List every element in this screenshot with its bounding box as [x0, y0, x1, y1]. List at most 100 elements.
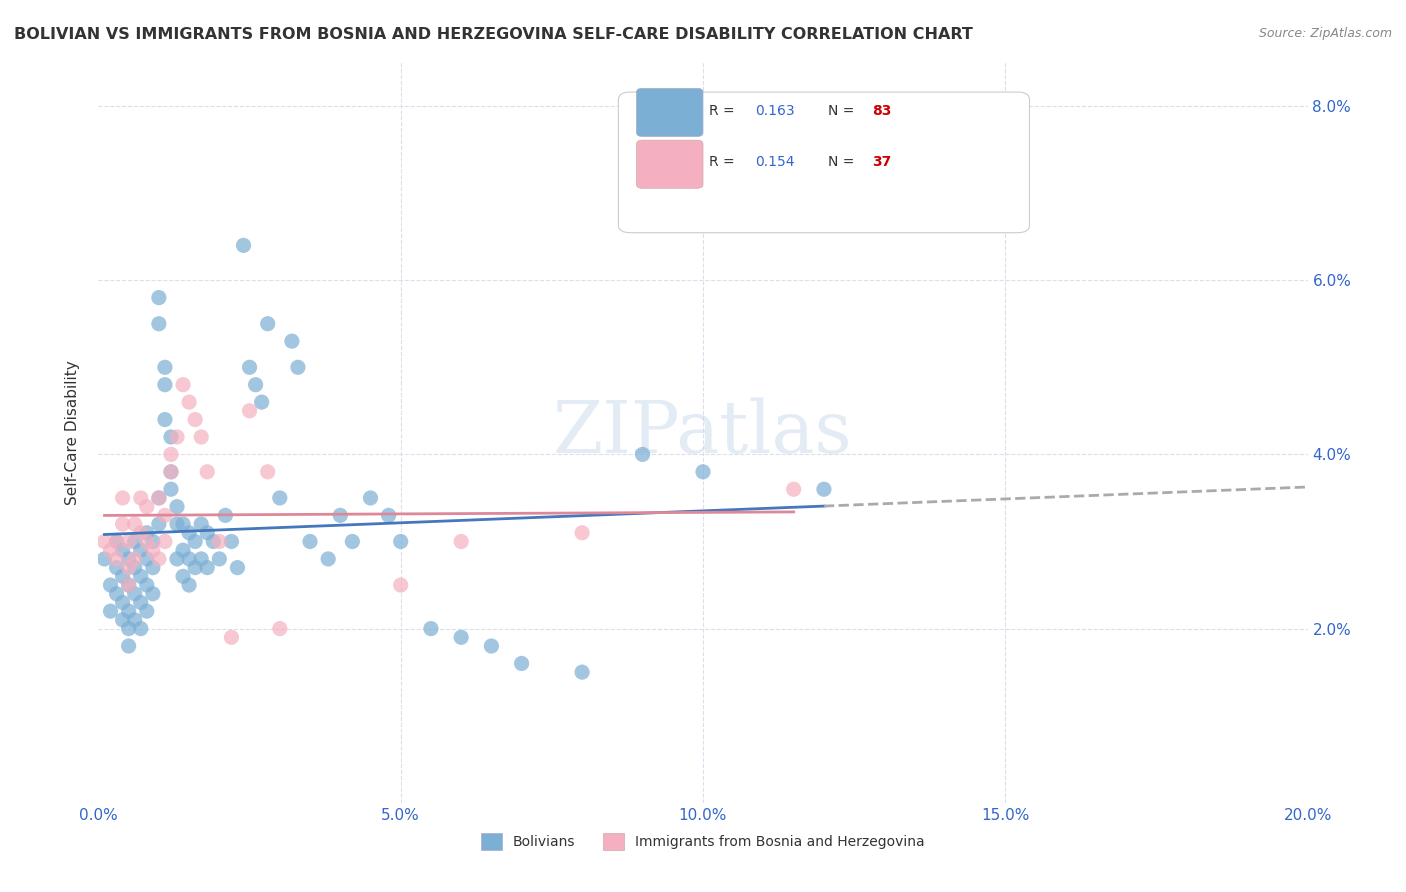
Point: [571, 525, 593, 540]
Point: [135, 525, 157, 540]
Point: [124, 587, 146, 601]
Point: [179, 525, 201, 540]
Point: [179, 552, 201, 566]
Point: [160, 465, 183, 479]
Point: [118, 622, 141, 636]
Text: 0.163: 0.163: [755, 103, 794, 118]
Point: [124, 517, 146, 532]
Point: [692, 465, 714, 479]
Point: [129, 622, 152, 636]
Point: [129, 525, 152, 540]
Point: [105, 534, 128, 549]
Point: [172, 543, 194, 558]
Point: [129, 569, 152, 583]
Point: [179, 395, 201, 409]
Point: [184, 534, 207, 549]
Point: [172, 377, 194, 392]
Point: [256, 317, 278, 331]
Point: [190, 430, 212, 444]
Point: [135, 534, 157, 549]
Text: ZIPatlas: ZIPatlas: [553, 397, 853, 468]
Point: [160, 447, 183, 461]
Point: [269, 491, 291, 505]
FancyBboxPatch shape: [619, 92, 1029, 233]
Point: [166, 517, 188, 532]
Point: [111, 595, 134, 609]
Point: [316, 552, 339, 566]
Text: R =: R =: [709, 103, 740, 118]
Point: [195, 465, 218, 479]
Point: [100, 543, 122, 558]
Point: [100, 604, 122, 618]
Point: [111, 569, 134, 583]
Point: [208, 552, 231, 566]
Point: [239, 404, 262, 418]
Point: [172, 517, 194, 532]
Point: [111, 491, 134, 505]
Point: [124, 613, 146, 627]
Text: Source: ZipAtlas.com: Source: ZipAtlas.com: [1258, 27, 1392, 40]
Point: [118, 560, 141, 574]
Point: [190, 517, 212, 532]
Point: [420, 622, 443, 636]
Point: [153, 377, 176, 392]
Point: [245, 377, 267, 392]
Point: [813, 482, 835, 496]
Point: [93, 534, 115, 549]
Point: [142, 560, 165, 574]
Point: [166, 500, 188, 514]
Point: [118, 639, 141, 653]
Point: [93, 552, 115, 566]
Point: [111, 517, 134, 532]
Point: [389, 534, 412, 549]
Point: [172, 569, 194, 583]
Point: [202, 534, 225, 549]
Point: [100, 578, 122, 592]
Point: [135, 604, 157, 618]
Point: [329, 508, 352, 523]
Point: [631, 447, 654, 461]
Point: [281, 334, 304, 348]
Point: [124, 552, 146, 566]
Point: [118, 604, 141, 618]
Point: [450, 630, 472, 644]
Point: [142, 587, 165, 601]
Text: N =: N =: [828, 155, 858, 169]
Point: [360, 491, 382, 505]
Point: [250, 395, 273, 409]
Point: [135, 500, 157, 514]
Point: [153, 412, 176, 426]
Point: [118, 578, 141, 592]
Text: R =: R =: [709, 155, 740, 169]
Text: 83: 83: [872, 103, 891, 118]
Point: [214, 508, 236, 523]
Point: [184, 412, 207, 426]
Point: [124, 560, 146, 574]
Point: [105, 552, 128, 566]
FancyBboxPatch shape: [637, 140, 703, 188]
Point: [111, 613, 134, 627]
Point: [221, 534, 243, 549]
Point: [153, 508, 176, 523]
Point: [783, 482, 806, 496]
Point: [232, 238, 254, 252]
Point: [135, 552, 157, 566]
Point: [195, 560, 218, 574]
Point: [129, 595, 152, 609]
Point: [148, 552, 170, 566]
Point: [256, 465, 278, 479]
Point: [226, 560, 249, 574]
Point: [160, 482, 183, 496]
Text: 37: 37: [872, 155, 891, 169]
Point: [135, 578, 157, 592]
Point: [184, 560, 207, 574]
Point: [160, 430, 183, 444]
Point: [148, 517, 170, 532]
Point: [148, 317, 170, 331]
Point: [166, 430, 188, 444]
Text: 0.154: 0.154: [755, 155, 794, 169]
Point: [118, 552, 141, 566]
Point: [148, 491, 170, 505]
Point: [571, 665, 593, 680]
Text: N =: N =: [828, 103, 858, 118]
